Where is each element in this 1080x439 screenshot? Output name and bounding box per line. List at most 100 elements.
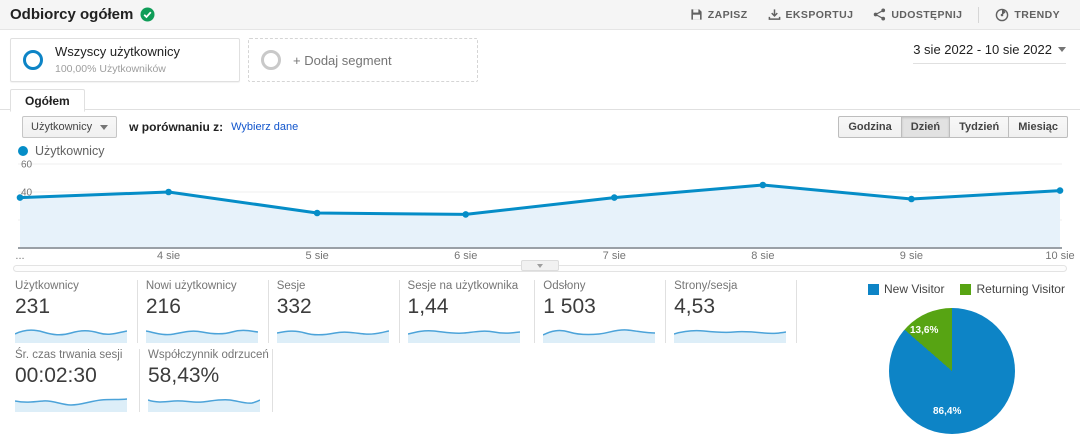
- add-segment-button[interactable]: + Dodaj segment: [248, 38, 478, 82]
- segments-row: Wszyscy użytkownicy 100,00% Użytkowników…: [0, 30, 1080, 88]
- svg-text:40: 40: [21, 188, 33, 199]
- metric-label: Użytkownicy: [15, 280, 79, 292]
- share-button[interactable]: UDOSTĘPNIJ: [865, 4, 970, 25]
- trends-button[interactable]: TRENDY: [987, 4, 1068, 26]
- x-axis-label: 5 sie: [305, 250, 329, 262]
- metric-value: 58,43%: [148, 364, 220, 387]
- new-visitor-swatch-icon: [868, 283, 880, 295]
- scorecard-pageviews[interactable]: Odsłony 1 503: [543, 280, 667, 343]
- chevron-down-icon: [100, 124, 109, 130]
- date-range-selector[interactable]: 3 sie 2022 - 10 sie 2022: [913, 42, 1066, 64]
- add-segment-label: + Dodaj segment: [293, 52, 392, 68]
- metric-value: 00:02:30: [15, 364, 97, 387]
- scorecard-avg-session-duration[interactable]: Śr. czas trwania sesji 00:02:30: [15, 349, 140, 412]
- x-axis-label: 9 sie: [899, 250, 924, 262]
- granularity-month-button[interactable]: Miesiąc: [1008, 116, 1068, 138]
- metric-label: Nowi użytkownicy: [145, 280, 237, 292]
- granularity-hour-button[interactable]: Godzina: [838, 116, 902, 138]
- metric-dropdown[interactable]: Użytkownicy: [22, 116, 118, 138]
- sparkline: [15, 398, 127, 412]
- segment-ring-icon: [23, 50, 43, 70]
- svg-text:60: 60: [21, 160, 33, 171]
- visitor-pie-chart[interactable]: 13,6% 86,4%: [889, 308, 1015, 434]
- download-icon: [768, 8, 781, 21]
- scorecard-sessions-per-user[interactable]: Sesje na użytkownika 1,44: [407, 280, 536, 343]
- scorecard-pages-per-session[interactable]: Strony/sesja 4,53: [674, 280, 797, 343]
- metric-label: Śr. czas trwania sesji: [15, 349, 123, 361]
- visitor-type-block: New Visitor Returning Visitor 13,6% 86,4…: [853, 280, 1080, 434]
- scorecard-new-users[interactable]: Nowi użytkownicy 216: [145, 280, 269, 343]
- legend-new-visitor: New Visitor: [868, 282, 944, 296]
- page-title: Odbiorcy ogółem: [10, 6, 134, 23]
- export-button[interactable]: EKSPORTUJ: [760, 4, 862, 25]
- tab-bar: Ogółem: [0, 88, 1080, 112]
- sparkline: [674, 329, 787, 343]
- verified-badge-icon: [140, 7, 155, 22]
- chevron-down-icon: [1058, 47, 1066, 52]
- pie-slice-label-new: 86,4%: [933, 406, 962, 417]
- chevron-down-icon: [537, 263, 543, 268]
- granularity-button-group: Godzina Dzień Tydzień Miesiąc: [838, 116, 1068, 138]
- scorecard-row: Użytkownicy 231 Nowi użytkownicy 216 Ses…: [15, 280, 805, 343]
- granularity-day-button[interactable]: Dzień: [900, 116, 951, 138]
- pie-slice-label-returning: 13,6%: [910, 325, 939, 336]
- x-axis-label: 8 sie: [751, 250, 775, 262]
- series-dot-icon: [18, 146, 28, 156]
- compare-data-link[interactable]: Wybierz dane: [231, 121, 299, 133]
- segment-title: Wszyscy użytkownicy: [55, 43, 180, 59]
- legend-label: Returning Visitor: [976, 282, 1065, 296]
- legend-label: New Visitor: [884, 282, 945, 296]
- metric-label: Sesje na użytkownika: [407, 280, 519, 292]
- x-axis-label: ...: [15, 250, 25, 262]
- scorecard-bounce-rate[interactable]: Współczynnik odrzuceń 58,43%: [148, 349, 273, 412]
- metric-label: Strony/sesja: [674, 280, 738, 292]
- sparkline: [145, 329, 258, 343]
- save-button[interactable]: ZAPISZ: [682, 4, 756, 25]
- segment-all-users[interactable]: Wszyscy użytkownicy 100,00% Użytkowników: [10, 38, 240, 82]
- sparkline: [276, 330, 389, 343]
- date-range-label: 3 sie 2022 - 10 sie 2022: [913, 42, 1052, 57]
- share-label: UDOSTĘPNIJ: [891, 8, 963, 21]
- pie-legend: New Visitor Returning Visitor: [853, 282, 1080, 296]
- scorecard-row: Śr. czas trwania sesji 00:02:30 Współczy…: [15, 349, 805, 412]
- summary-section: Użytkownicy 231 Nowi użytkownicy 216 Ses…: [0, 274, 1080, 434]
- returning-visitor-swatch-icon: [960, 283, 972, 295]
- tab-overview[interactable]: Ogółem: [10, 89, 85, 112]
- trends-label: TRENDY: [1014, 8, 1060, 21]
- x-axis-label: 6 sie: [454, 250, 478, 262]
- users-line-chart[interactable]: 204060: [16, 160, 1064, 256]
- sparkline: [407, 330, 520, 343]
- top-bar: Odbiorcy ogółem ZAPISZ EKSPORTUJ: [0, 0, 1080, 30]
- scorecards: Użytkownicy 231 Nowi użytkownicy 216 Ses…: [15, 280, 805, 434]
- metric-value: 1,44: [407, 295, 449, 318]
- metric-label: Odsłony: [543, 280, 586, 292]
- metric-value: 216: [145, 295, 181, 318]
- pie-circle[interactable]: [889, 308, 1015, 434]
- metric-dropdown-value: Użytkownicy: [31, 121, 93, 133]
- metric-label: Współczynnik odrzuceń: [148, 349, 269, 361]
- metric-value: 4,53: [674, 295, 715, 318]
- metric-value: 231: [15, 295, 51, 318]
- scorecard-sessions[interactable]: Sesje 332: [276, 280, 400, 343]
- collapse-chart-button[interactable]: [521, 260, 559, 271]
- save-label: ZAPISZ: [707, 8, 748, 21]
- compare-label: w porównaniu z:: [129, 120, 224, 134]
- segment-subtitle: 100,00% Użytkowników: [55, 62, 166, 75]
- scorecard-users[interactable]: Użytkownicy 231: [15, 280, 138, 343]
- save-icon: [690, 8, 703, 21]
- export-label: EKSPORTUJ: [785, 8, 854, 21]
- chart-legend: Użytkownicy: [18, 144, 104, 158]
- granularity-week-button[interactable]: Tydzień: [949, 116, 1010, 138]
- sparkline: [543, 329, 656, 343]
- x-axis-label: 10 sie: [1045, 250, 1075, 262]
- metric-label: Sesje: [276, 280, 306, 292]
- x-axis-labels: ... 4 sie 5 sie 6 sie 7 sie 8 sie 9 sie 10 sie: [15, 250, 1074, 264]
- share-icon: [873, 8, 886, 21]
- sparkline: [15, 329, 127, 343]
- metric-value: 1 503: [543, 295, 596, 318]
- legend-returning-visitor: Returning Visitor: [960, 282, 1065, 296]
- toolbar-divider: [978, 6, 980, 23]
- x-axis-label: 4 sie: [156, 250, 181, 262]
- sparkline: [148, 399, 260, 412]
